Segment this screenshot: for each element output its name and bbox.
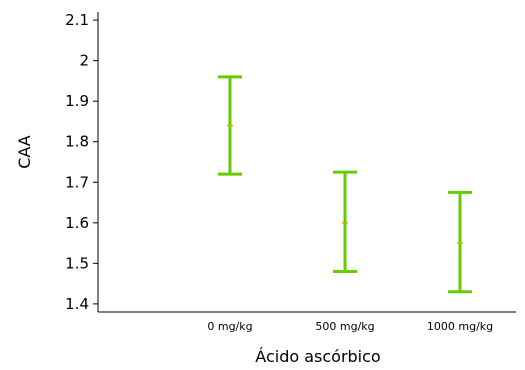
y-tick-label: 1.8 [65,133,89,151]
y-tick-label: 2.1 [65,11,89,29]
y-tick-label: 1.6 [65,214,89,232]
x-tick-labels: 0 mg/kg 500 mg/kg 1000 mg/kg [207,320,493,333]
y-tick-label: 1.4 [65,295,89,313]
x-tick-label: 500 mg/kg [315,320,374,333]
error-bar [218,75,242,176]
error-bar [333,170,357,273]
error-bars [218,75,472,294]
x-tick-label: 1000 mg/kg [427,320,493,333]
y-tick-label: 2 [79,52,89,70]
y-axis-label: CAA [15,135,34,169]
y-tick-label: 1.7 [65,173,89,191]
y-tick-labels: 1.4 1.5 1.6 1.7 1.8 1.9 2 2.1 [65,11,89,313]
x-axis-label: Ácido ascórbico [255,347,380,366]
error-bar [448,190,472,294]
y-tick-label: 1.9 [65,92,89,110]
y-tick-label: 1.5 [65,254,89,272]
y-axis [93,12,99,312]
x-tick-label: 0 mg/kg [207,320,252,333]
